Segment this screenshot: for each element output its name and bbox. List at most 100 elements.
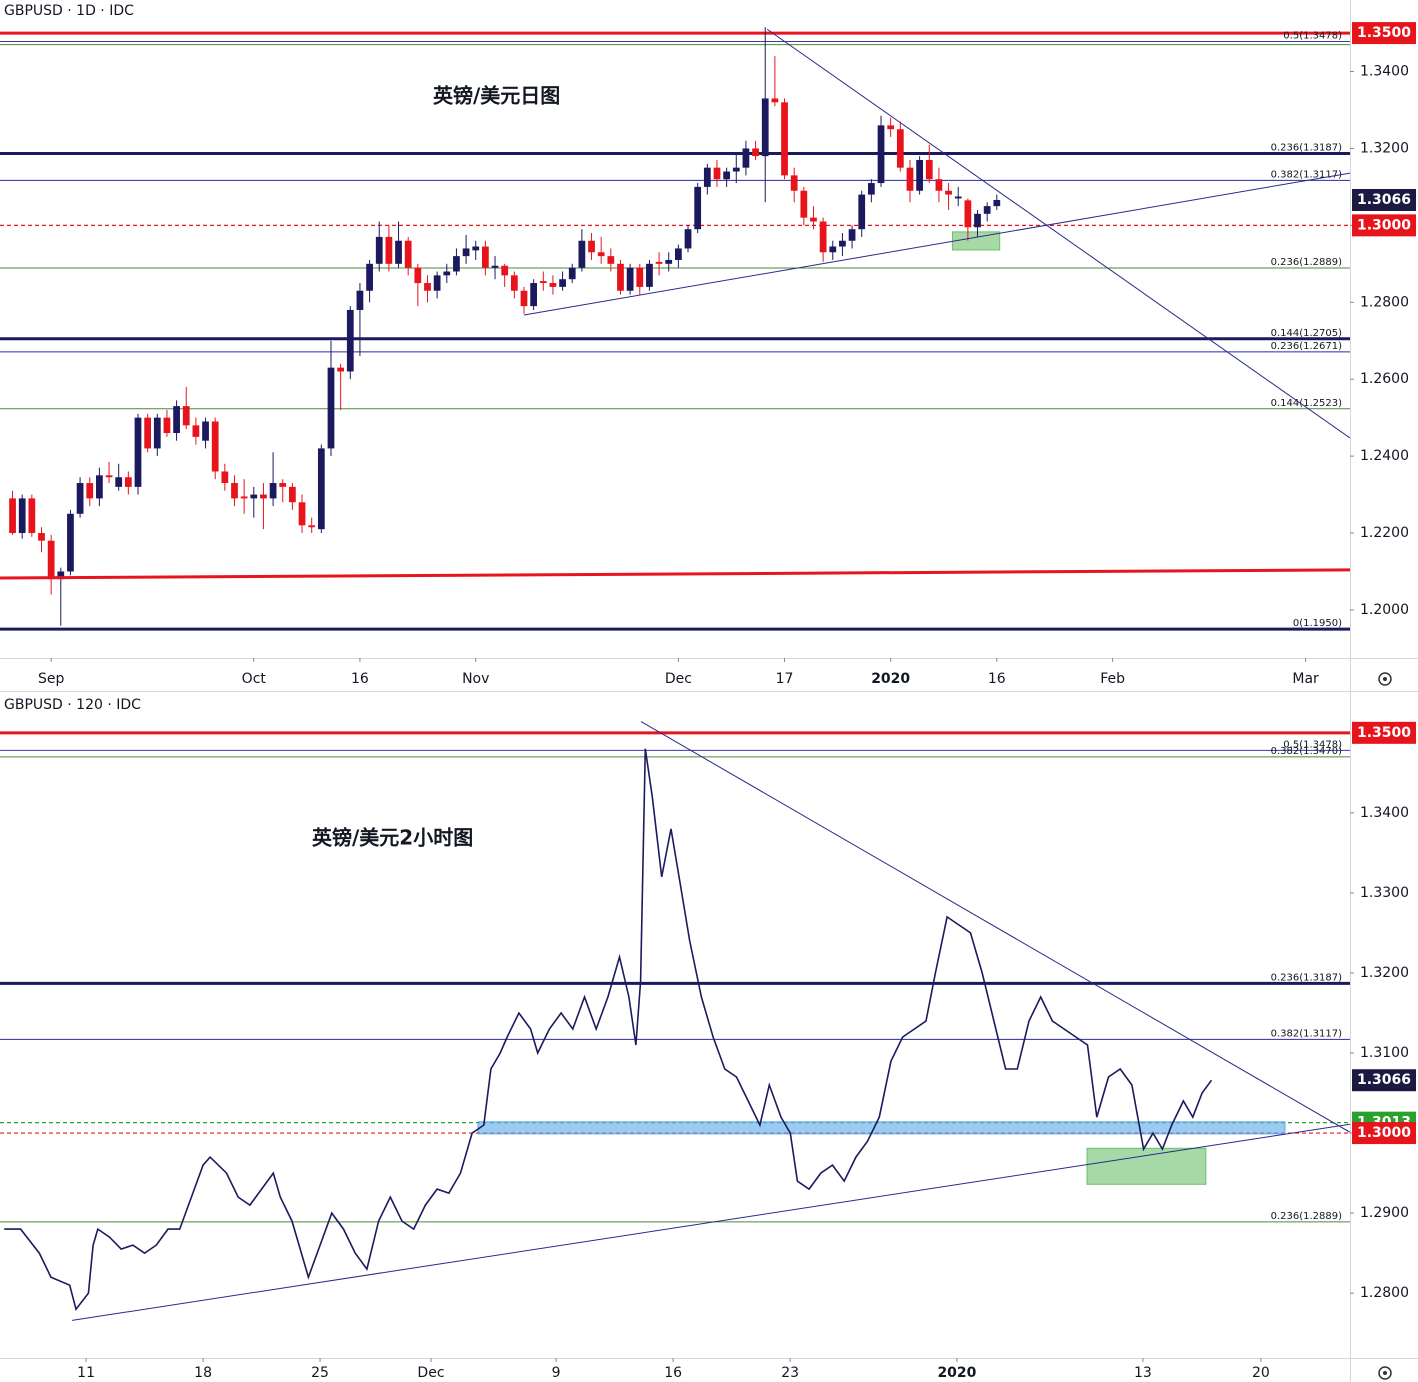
candle-body	[790, 175, 798, 191]
level-label: 0.236(1.2889)	[1271, 1211, 1343, 1222]
level-label: 0.144(1.2523)	[1271, 398, 1343, 409]
candle-body	[858, 194, 866, 230]
price-label: 1.3066	[1357, 192, 1411, 208]
candle-body	[568, 267, 576, 280]
candle-body	[723, 171, 731, 180]
trend-line	[766, 28, 1350, 439]
x-tick-label: Nov	[462, 671, 489, 687]
candle-body	[945, 190, 952, 195]
x-tick-label: 20	[1252, 1365, 1270, 1381]
candle-body	[182, 406, 190, 426]
level-label: 0.236(1.2889)	[1271, 257, 1343, 268]
candle-body	[993, 199, 1001, 207]
candle-body	[655, 261, 663, 264]
x-tick-label: 9	[552, 1365, 561, 1381]
y-tick-label: 1.2400	[1360, 448, 1409, 464]
candle-body	[771, 98, 779, 103]
candle-body	[761, 98, 769, 157]
level-label: 0.236(1.3187)	[1271, 972, 1343, 983]
trend-line	[0, 568, 1350, 580]
trend-line	[640, 721, 1350, 1133]
candle-body	[925, 159, 933, 180]
candle-body	[665, 259, 673, 264]
candle-body	[646, 263, 653, 287]
candle-body	[231, 483, 238, 499]
level-label: 0.236(1.2671)	[1271, 341, 1343, 352]
chart-header: GBPUSD · 120 · IDC	[4, 697, 141, 713]
x-tick-label: Feb	[1100, 671, 1125, 687]
zone-box	[477, 1121, 1286, 1135]
y-tick-label: 1.2600	[1360, 371, 1409, 387]
chart-header: GBPUSD · 1D · IDC	[4, 3, 134, 19]
candle-body	[96, 475, 103, 499]
candle-body	[887, 125, 895, 130]
candle-body	[163, 417, 171, 434]
price-label: 1.3066	[1357, 1072, 1411, 1088]
x-tick-label: 11	[77, 1365, 95, 1381]
gear-center	[1383, 677, 1387, 681]
y-tick-label: 1.3300	[1360, 885, 1409, 901]
level-label: 0.5(1.3478)	[1283, 31, 1342, 42]
candle-body	[906, 167, 914, 191]
chart-pane: 0.5(1.3478) 0.236(1.3187) 0.382(1.3117) 0.2…	[0, 3, 1416, 687]
candle-body	[9, 498, 16, 534]
candle-body	[588, 240, 595, 253]
candle-body	[510, 275, 518, 291]
candle-body	[810, 217, 817, 222]
settings-icon[interactable]	[1378, 672, 1392, 686]
candle-body	[539, 281, 547, 284]
candle-body	[260, 494, 267, 499]
trend-line	[523, 172, 1350, 316]
chart-title: 英镑/美元2小时图	[312, 826, 473, 850]
plot-area: 0.5(1.3478)0.382(1.3470) 0.236(1.3187) 0.3…	[0, 721, 1350, 1321]
candle-body	[404, 240, 412, 268]
candle-body	[115, 477, 123, 487]
candle-body	[732, 167, 740, 172]
candle-body	[18, 498, 26, 534]
candle-body	[482, 246, 489, 268]
y-tick-label: 1.2200	[1360, 525, 1409, 541]
candle-body	[153, 417, 161, 449]
plot-area: 0.5(1.3478) 0.236(1.3187) 0.382(1.3117) 0.2…	[0, 27, 1350, 631]
x-tick-label: 23	[781, 1365, 799, 1381]
candle-body	[472, 246, 480, 251]
y-tick-label: 1.2800	[1360, 294, 1409, 310]
price-label-bg	[1352, 1069, 1416, 1092]
y-tick-label: 1.3400	[1360, 805, 1409, 821]
candle-body	[308, 525, 316, 528]
price-label-bg	[1352, 188, 1416, 211]
x-tick-label: Sep	[38, 671, 65, 687]
candle-body	[28, 498, 36, 534]
settings-icon[interactable]	[1378, 1366, 1392, 1380]
x-tick-label: 17	[776, 671, 794, 687]
candle-body	[346, 309, 354, 372]
candle-body	[839, 240, 846, 247]
candle-body	[935, 179, 943, 191]
candle-body	[713, 167, 721, 180]
price-label-bg	[1352, 1122, 1416, 1145]
x-tick-label: 18	[194, 1365, 212, 1381]
level-label: 0.236(1.3187)	[1271, 142, 1343, 153]
candle-body	[491, 265, 499, 268]
level-label: 0.382(1.3117)	[1271, 169, 1343, 180]
candle-body	[877, 125, 885, 184]
price-line	[4, 748, 1213, 1311]
price-label-bg	[1352, 214, 1416, 237]
x-tick-label: Dec	[665, 671, 692, 687]
price-label-bg	[1352, 721, 1416, 744]
candle-body	[848, 229, 856, 241]
candle-body	[694, 186, 702, 230]
candle-body	[675, 248, 682, 260]
candle-body	[597, 252, 605, 257]
candle-body	[47, 540, 55, 580]
candle-body	[395, 240, 402, 264]
candle-body	[617, 263, 624, 291]
candle-body	[424, 283, 431, 291]
candle-body	[337, 367, 345, 372]
candle-body	[983, 206, 991, 214]
trend-line	[71, 1123, 1350, 1321]
y-tick-label: 1.2900	[1360, 1205, 1409, 1221]
level-label: 0.382(1.3117)	[1271, 1028, 1343, 1039]
candle-body	[636, 267, 644, 287]
